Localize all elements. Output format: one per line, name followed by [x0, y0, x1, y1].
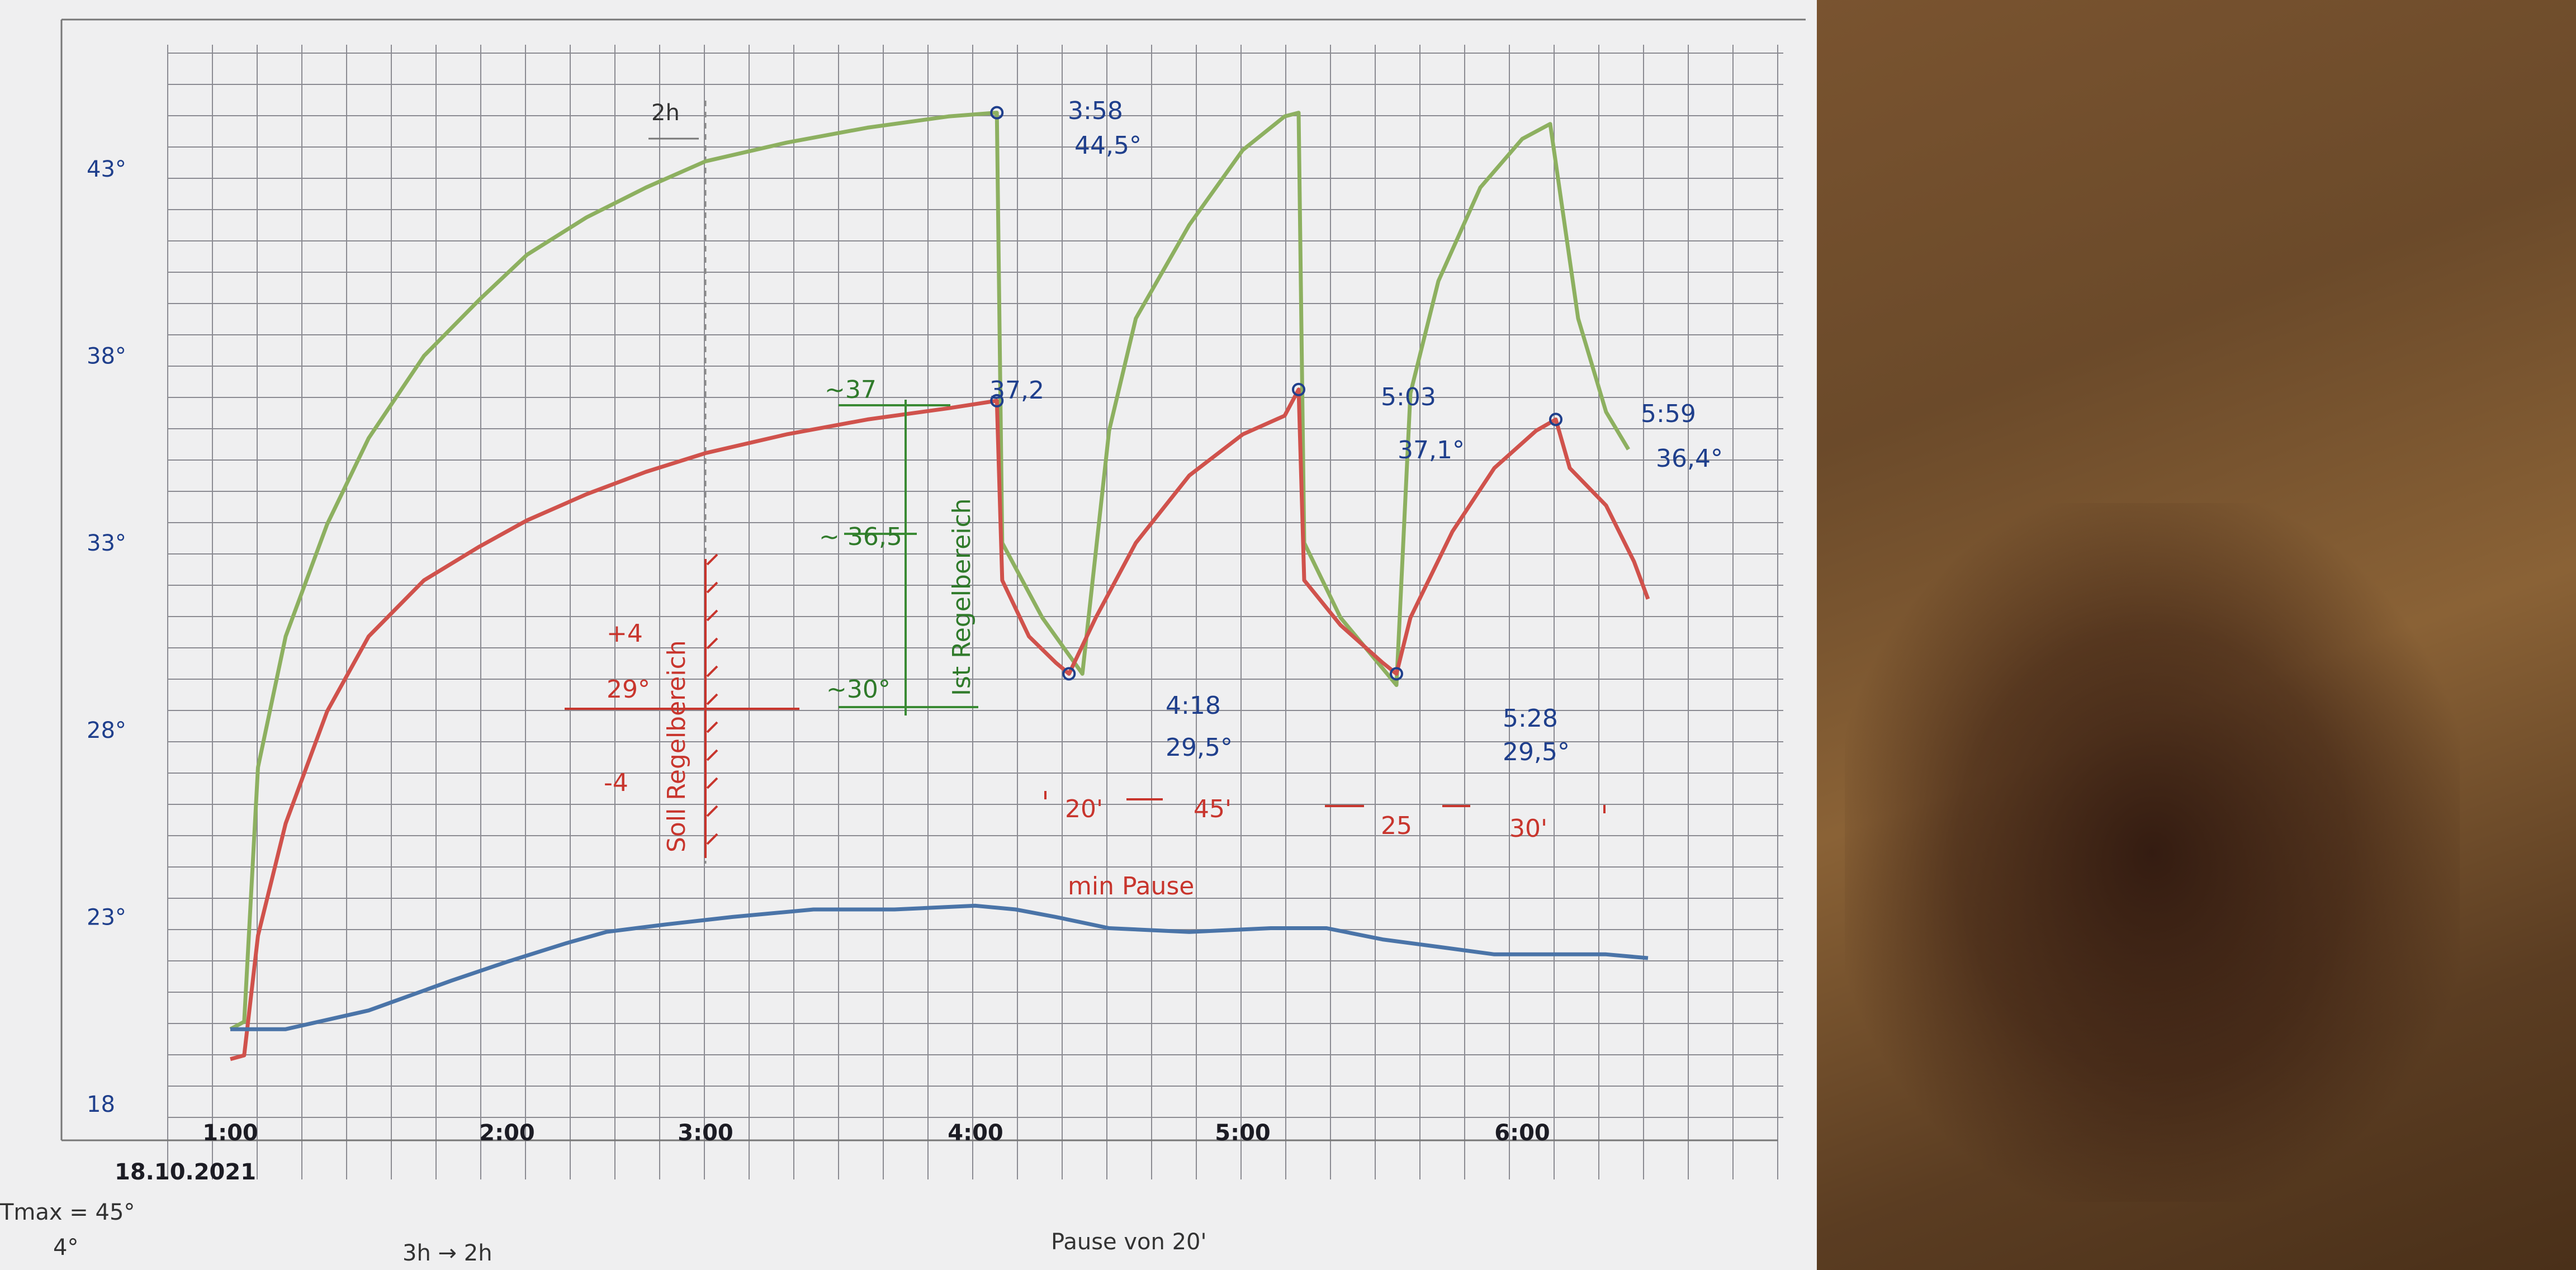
trough1-time-label: 4:18	[1166, 691, 1221, 720]
trough2-marker	[1390, 667, 1403, 681]
x-tick-label: 4:00	[948, 1120, 1003, 1146]
peak1-red-marker	[990, 394, 1004, 407]
x-tick-label: 5:00	[1215, 1120, 1271, 1146]
y-tick-label: 18	[87, 1092, 115, 1117]
peak3-value-label: 36,4°	[1656, 444, 1723, 473]
y-tick-label: 28°	[87, 718, 126, 743]
peak3-time-label: 5:59	[1641, 400, 1696, 428]
four-degree-note: 4°	[53, 1235, 78, 1260]
x-tick-label: 1:00	[202, 1120, 258, 1146]
min-pause-label: min Pause	[1068, 872, 1194, 901]
ist-regelbereich-label: Ist Regelbereich	[948, 498, 976, 696]
peak1-green-marker	[990, 106, 1004, 120]
series-line-2	[230, 903, 1649, 1031]
soll-plus-label: +4	[607, 619, 643, 648]
y-tick-label: 38°	[87, 344, 126, 369]
peak2-value-label: 37,1°	[1398, 436, 1465, 465]
two-hours-arrow-label: 2h	[651, 100, 680, 126]
pause-30-label: 30'	[1509, 814, 1547, 843]
soll-center-label: 29°	[607, 675, 650, 704]
chart-date-label: 18.10.2021	[115, 1159, 256, 1185]
leaf-shadow	[1845, 503, 2460, 1202]
peak2-marker	[1292, 382, 1305, 396]
trough2-value-label: 29,5°	[1503, 738, 1570, 766]
pause-note: Pause von 20'	[1051, 1229, 1206, 1255]
x-tick-label: 2:00	[479, 1120, 535, 1146]
ist-top-label: ~37	[825, 376, 877, 404]
series-line-0	[229, 111, 1631, 1031]
x-axis-tick-labels: 1:00 2:00 3:00 4:00 5:00 6:00	[202, 1120, 1550, 1146]
trough1-value-label: 29,5°	[1166, 733, 1233, 762]
ist-bottom-label: ~30°	[826, 675, 891, 704]
chart-grid	[60, 18, 1806, 1179]
pause-25-label: 25	[1381, 812, 1412, 840]
peak3-marker	[1549, 413, 1562, 427]
peak1-red-value-label: 37,2	[989, 376, 1044, 405]
ist-mid-label: ~ 36,5	[819, 523, 902, 551]
peak1-time-label: 3:58	[1068, 97, 1123, 125]
x-tick-label: 3:00	[678, 1120, 733, 1146]
graph-paper	[0, 0, 1817, 1270]
pause-markers	[1044, 791, 1606, 813]
soll-regelbereich-label: Soll Regelbereich	[662, 640, 691, 852]
y-axis-tick-labels: 18 23° 28° 33° 38° 43°	[87, 157, 126, 1117]
hours-note: 3h → 2h	[402, 1240, 493, 1266]
peak1-value-label: 44,5°	[1074, 131, 1142, 160]
pause-45-label: 45'	[1194, 795, 1232, 823]
ist-regelbereich-bracket	[839, 400, 978, 715]
peak2-time-label: 5:03	[1381, 383, 1436, 411]
y-tick-label: 43°	[87, 157, 126, 182]
pause-20-label: 20'	[1065, 795, 1103, 823]
chart-markers	[990, 106, 1562, 681]
x-tick-label: 6:00	[1494, 1120, 1550, 1146]
series-line-1	[230, 387, 1650, 1062]
chart-series	[229, 111, 1650, 1062]
trough1-marker	[1062, 667, 1076, 681]
soll-regelbereich-bracket	[565, 553, 799, 858]
tmax-note: Tmax = 45°	[0, 1200, 135, 1225]
trough2-time-label: 5:28	[1503, 704, 1558, 733]
y-tick-label: 23°	[87, 904, 126, 930]
soll-minus-label: -4	[604, 769, 628, 797]
y-tick-label: 33°	[87, 530, 126, 556]
